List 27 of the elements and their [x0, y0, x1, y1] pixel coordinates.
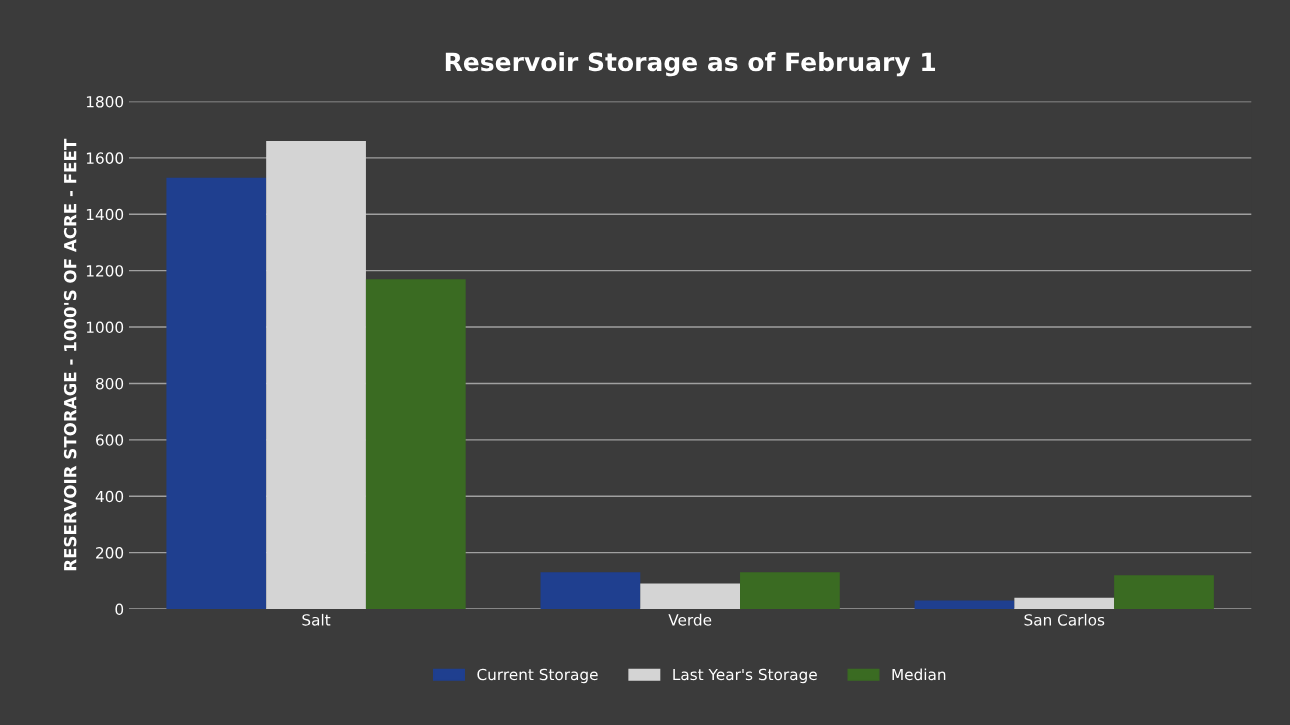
y-tick-label: 600 — [96, 434, 124, 446]
bar — [166, 177, 267, 609]
bar — [1114, 575, 1214, 609]
y-tick-label: 1000 — [86, 321, 124, 334]
x-tick-label: Salt — [302, 613, 331, 626]
y-tick-label: 1800 — [86, 95, 124, 108]
y-tick-label: 200 — [96, 547, 124, 559]
y-tick-label: 1200 — [86, 265, 124, 277]
legend-label: Median — [892, 668, 946, 681]
bar — [365, 279, 466, 609]
legend-label: Last Year's Storage — [673, 668, 817, 684]
legend-label: Current Storage — [477, 668, 598, 684]
y-tick-label: 400 — [95, 490, 124, 503]
y-tick-label: 0 — [115, 603, 124, 616]
bar — [1014, 597, 1115, 609]
y-tick-label: 1600 — [86, 152, 124, 164]
x-tick-label: San Carlos — [1024, 613, 1105, 626]
x-tick-label: Verde — [668, 613, 712, 626]
y-axis-title: RESERVOIR STORAGE - 1000'S OF ACRE - FEET — [63, 138, 77, 571]
y-tick-label: 800 — [96, 377, 124, 390]
chart-title: Reservoir Storage as of February 1 — [445, 51, 936, 77]
bar — [914, 600, 1015, 609]
bar — [540, 572, 641, 609]
bar — [266, 140, 366, 609]
bar — [640, 583, 741, 609]
bar — [740, 572, 840, 609]
y-tick-label: 1400 — [86, 208, 124, 221]
